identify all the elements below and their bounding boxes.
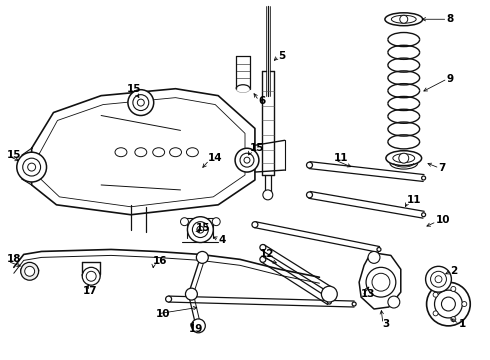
Circle shape [82, 267, 100, 285]
Circle shape [451, 287, 456, 291]
Text: 5: 5 [278, 51, 285, 61]
Ellipse shape [115, 148, 127, 157]
Circle shape [260, 244, 266, 251]
Text: 11: 11 [334, 153, 349, 163]
Circle shape [17, 152, 47, 182]
Text: 15: 15 [250, 143, 265, 153]
Circle shape [421, 176, 426, 180]
Ellipse shape [135, 148, 147, 157]
Circle shape [426, 266, 451, 292]
Ellipse shape [392, 15, 416, 23]
Circle shape [431, 271, 446, 287]
Circle shape [377, 247, 381, 251]
Text: 4: 4 [218, 234, 225, 244]
Circle shape [421, 213, 426, 217]
Text: 8: 8 [446, 14, 454, 24]
Circle shape [197, 226, 204, 233]
Circle shape [21, 262, 39, 280]
Circle shape [192, 319, 205, 333]
Circle shape [128, 90, 154, 116]
Circle shape [327, 287, 331, 291]
Text: 10: 10 [156, 309, 170, 319]
Text: 7: 7 [439, 163, 446, 173]
Text: 1: 1 [458, 319, 466, 329]
Ellipse shape [187, 148, 198, 157]
Circle shape [435, 276, 442, 283]
Circle shape [399, 153, 409, 163]
Circle shape [368, 251, 380, 264]
Text: 9: 9 [446, 74, 454, 84]
Circle shape [327, 300, 331, 304]
Circle shape [388, 296, 400, 308]
Circle shape [137, 99, 144, 106]
Ellipse shape [385, 13, 422, 26]
Ellipse shape [393, 154, 415, 163]
Circle shape [321, 286, 337, 302]
Circle shape [400, 15, 408, 23]
Circle shape [462, 302, 467, 306]
Circle shape [196, 251, 208, 264]
Text: 15: 15 [7, 150, 22, 160]
Text: 11: 11 [407, 195, 421, 205]
Circle shape [435, 290, 462, 318]
Circle shape [307, 192, 313, 198]
Circle shape [263, 190, 273, 200]
Text: 6: 6 [258, 96, 265, 105]
Circle shape [166, 296, 171, 302]
Circle shape [180, 218, 189, 226]
Circle shape [260, 256, 266, 262]
Circle shape [240, 153, 254, 167]
Text: 16: 16 [153, 256, 167, 266]
Text: 15: 15 [126, 84, 141, 94]
Circle shape [451, 317, 456, 321]
Circle shape [185, 288, 197, 300]
Text: 15: 15 [196, 222, 210, 233]
Circle shape [188, 217, 213, 243]
Circle shape [372, 273, 390, 291]
Circle shape [24, 266, 35, 276]
Circle shape [23, 158, 41, 176]
Text: 13: 13 [361, 289, 376, 299]
Text: 19: 19 [189, 324, 203, 334]
Circle shape [193, 222, 208, 238]
Circle shape [441, 297, 455, 311]
Circle shape [433, 292, 438, 297]
Circle shape [366, 267, 396, 297]
Circle shape [235, 148, 259, 172]
Text: 14: 14 [208, 153, 223, 163]
Circle shape [244, 157, 250, 163]
Text: 12: 12 [260, 249, 274, 260]
Circle shape [433, 311, 438, 316]
Circle shape [252, 222, 258, 228]
Circle shape [307, 162, 313, 168]
Text: 3: 3 [382, 319, 389, 329]
Ellipse shape [153, 148, 165, 157]
Circle shape [133, 95, 149, 111]
Text: 10: 10 [436, 215, 450, 225]
Circle shape [212, 218, 220, 226]
Circle shape [28, 163, 36, 171]
Text: 2: 2 [450, 266, 458, 276]
Circle shape [427, 282, 470, 326]
Circle shape [352, 302, 356, 306]
Text: 17: 17 [83, 286, 98, 296]
Ellipse shape [170, 148, 181, 157]
Text: 18: 18 [7, 255, 22, 264]
Circle shape [86, 271, 96, 281]
Ellipse shape [386, 151, 421, 166]
